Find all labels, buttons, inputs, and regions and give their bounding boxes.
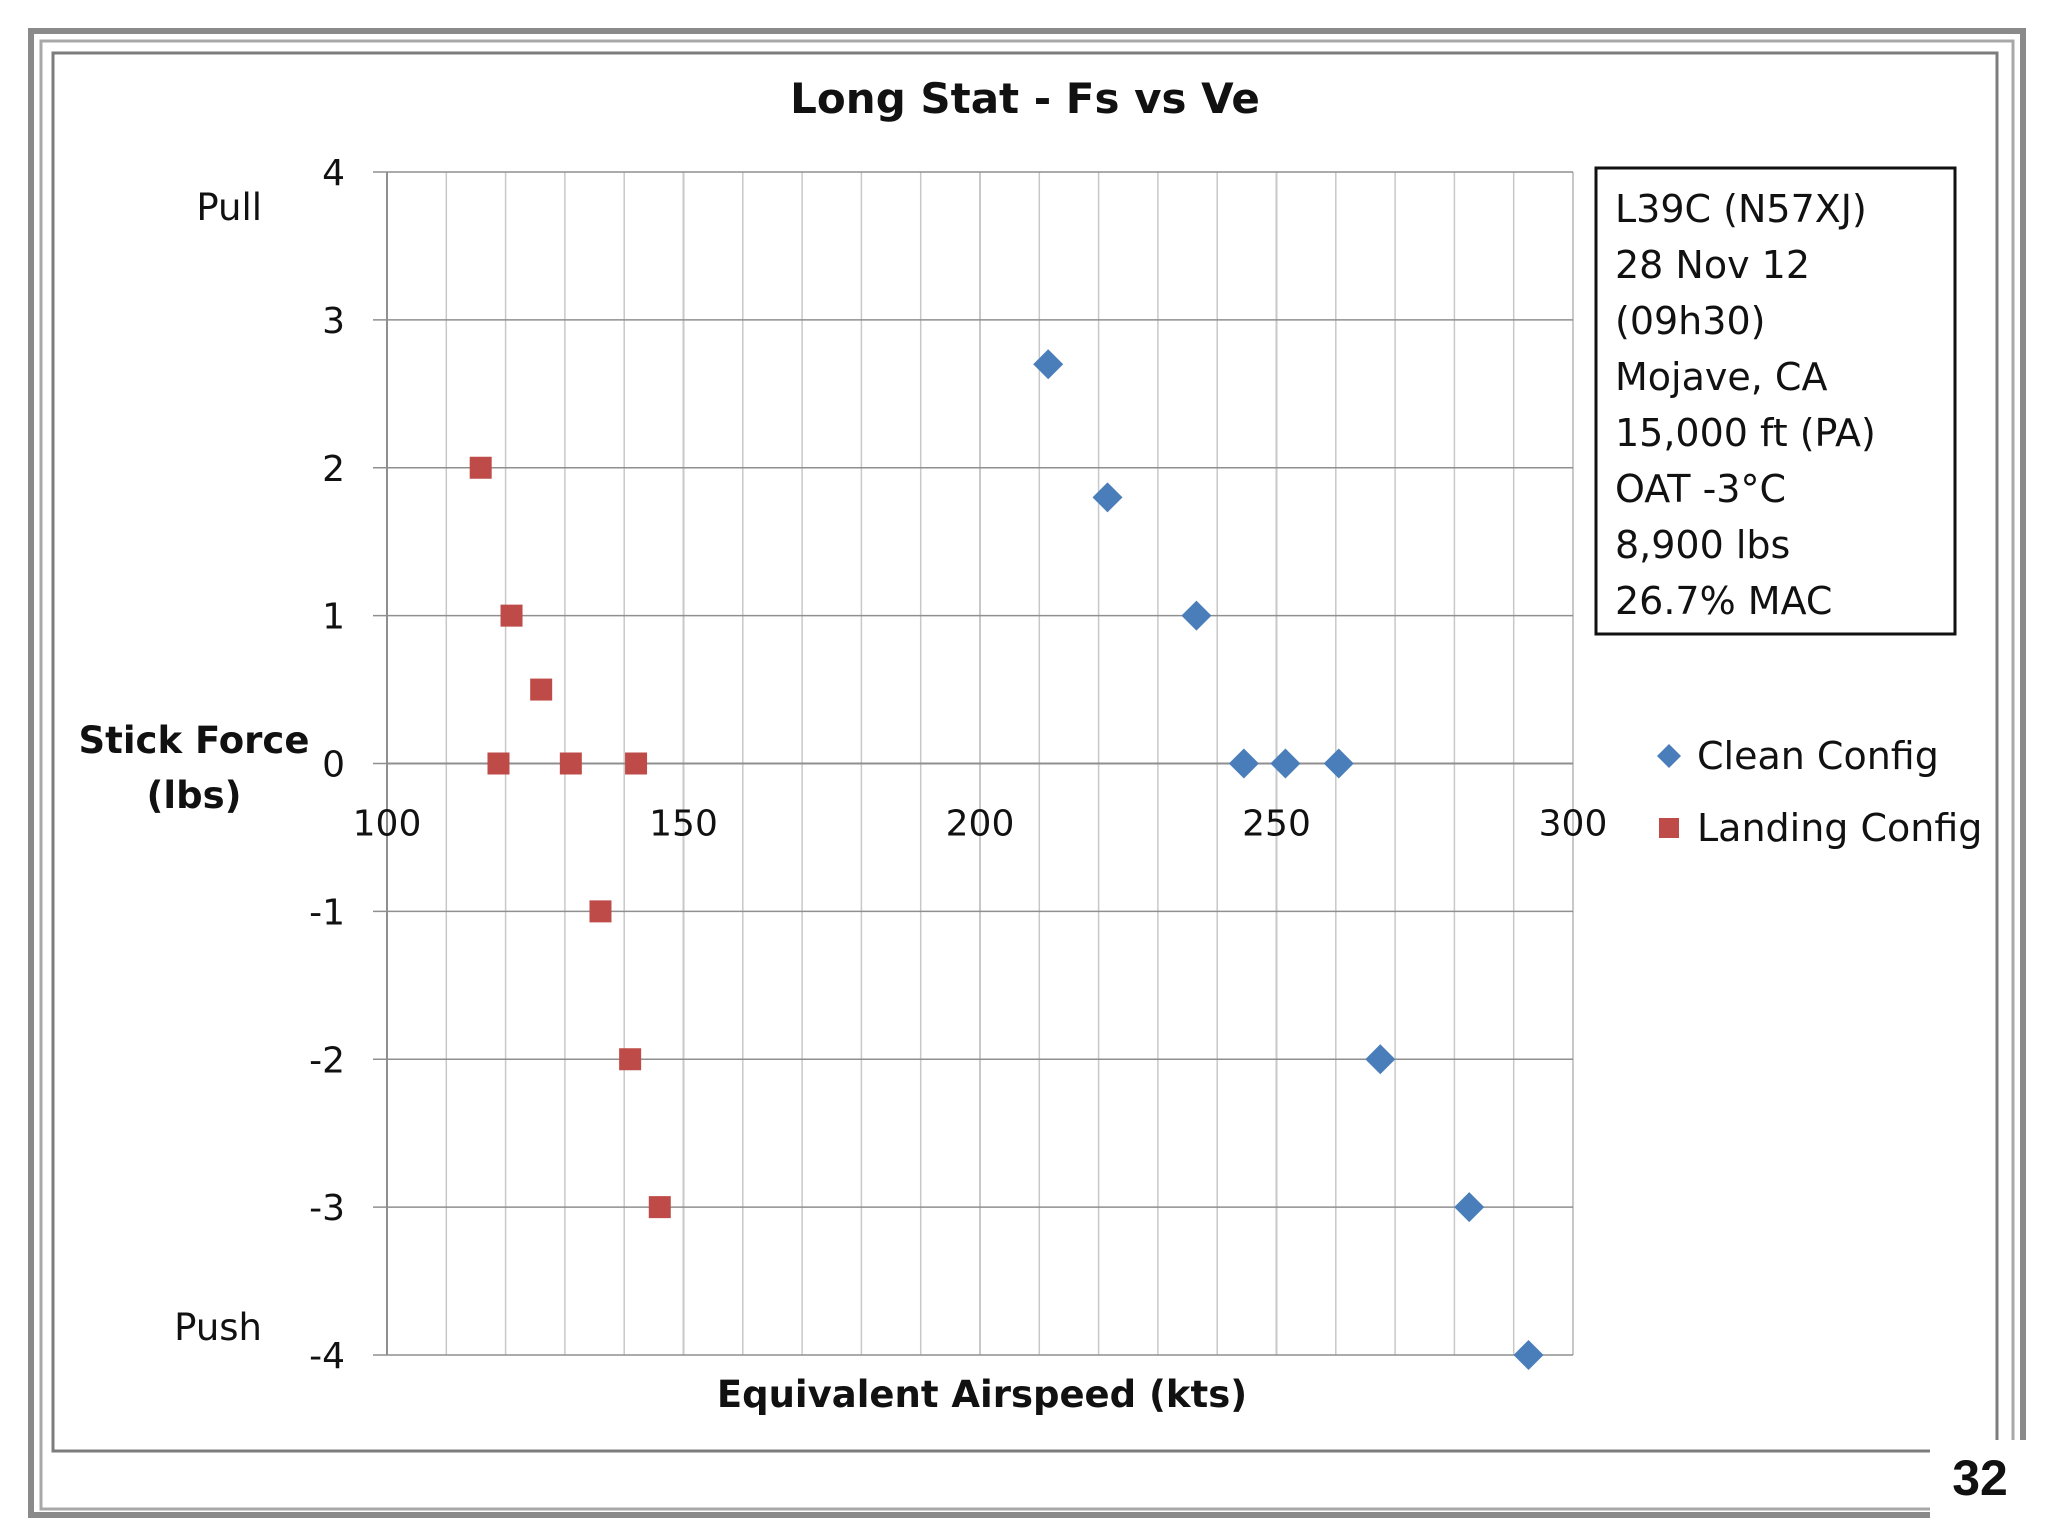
y-axis-label-line-1: Stick Force	[79, 719, 310, 762]
y-tick-label: 4	[322, 153, 345, 194]
legend-label: Clean Config	[1697, 734, 1939, 778]
data-point-diamond	[1092, 482, 1123, 513]
x-tick-label: 200	[946, 804, 1015, 845]
data-point-square	[487, 752, 510, 775]
flight-info-line: OAT -3°C	[1615, 467, 1786, 511]
data-point-diamond	[1181, 600, 1212, 631]
data-point-square	[619, 1048, 642, 1071]
y-tick-label: -3	[309, 1188, 345, 1229]
data-series	[469, 349, 1544, 1370]
data-point-square	[625, 752, 648, 775]
y-tick-labels: 4 3 2 1 0 -1 -2 -3 -4	[309, 153, 345, 1377]
flight-info-line: 26.7% MAC	[1615, 579, 1832, 623]
y-tick-label: 1	[322, 597, 345, 638]
legend-item: Clean Config	[1657, 734, 1939, 778]
data-point-diamond	[1270, 748, 1301, 779]
y-tick-label: -4	[309, 1336, 345, 1377]
push-label: Push	[174, 1306, 262, 1349]
data-point-diamond	[1033, 349, 1064, 380]
series-clean-config	[1033, 349, 1544, 1370]
data-point-square	[500, 604, 523, 627]
flight-info-line: 15,000 ft (PA)	[1615, 411, 1876, 455]
legend-item: Landing Config	[1659, 806, 1982, 850]
page-number-backing	[1930, 1440, 2040, 1520]
legend-marker-square	[1659, 818, 1679, 838]
x-tick-label: 100	[353, 804, 422, 845]
legend-label: Landing Config	[1697, 806, 1982, 850]
y-tick-label: 3	[322, 301, 345, 342]
series-landing-config	[469, 456, 671, 1219]
y-tick-label: -2	[309, 1040, 345, 1081]
data-point-diamond	[1228, 748, 1259, 779]
page-number: 32	[1952, 1450, 2008, 1506]
data-point-square	[589, 900, 612, 923]
x-tick-label: 150	[649, 804, 718, 845]
data-point-diamond	[1454, 1192, 1485, 1223]
x-axis-label: Equivalent Airspeed (kts)	[717, 1373, 1247, 1416]
chart-title: Long Stat - Fs vs Ve	[790, 74, 1260, 123]
data-point-square	[559, 752, 582, 775]
axes	[386, 172, 1573, 1355]
flight-info-line: L39C (N57XJ)	[1615, 187, 1867, 231]
flight-info-line: 28 Nov 12	[1615, 243, 1810, 287]
flight-info-line: 8,900 lbs	[1615, 523, 1790, 567]
y-tick-label: 0	[322, 745, 345, 786]
y-axis-label-line-2: (lbs)	[146, 774, 241, 817]
flight-info-line: Mojave, CA	[1615, 355, 1827, 399]
x-tick-labels: 100 150 200 250 300	[353, 804, 1608, 845]
y-tick-label: 2	[322, 449, 345, 490]
data-point-diamond	[1323, 748, 1354, 779]
flight-info-line: (09h30)	[1615, 299, 1765, 343]
data-point-diamond	[1365, 1044, 1396, 1075]
data-point-square	[648, 1196, 671, 1219]
data-point-square	[530, 678, 553, 701]
legend-marker-diamond	[1657, 744, 1681, 768]
flight-info-border	[1594, 166, 1957, 636]
middle-border	[39, 39, 2015, 1511]
data-point-square	[469, 456, 492, 479]
flight-info-lines: L39C (N57XJ) 28 Nov 12 (09h30) Mojave, CA 15…	[1615, 187, 1876, 623]
flight-info-box: L39C (N57XJ) 28 Nov 12 (09h30) Mojave, CA 15…	[1594, 166, 1957, 636]
x-tick-label: 300	[1539, 804, 1608, 845]
pull-label: Pull	[196, 186, 262, 229]
data-point-diamond	[1513, 1340, 1544, 1370]
legend: Clean Config Landing Config	[1657, 734, 1982, 850]
x-tick-label: 250	[1242, 804, 1311, 845]
outer-border	[28, 28, 2026, 1518]
y-tick-label: -1	[309, 892, 345, 933]
